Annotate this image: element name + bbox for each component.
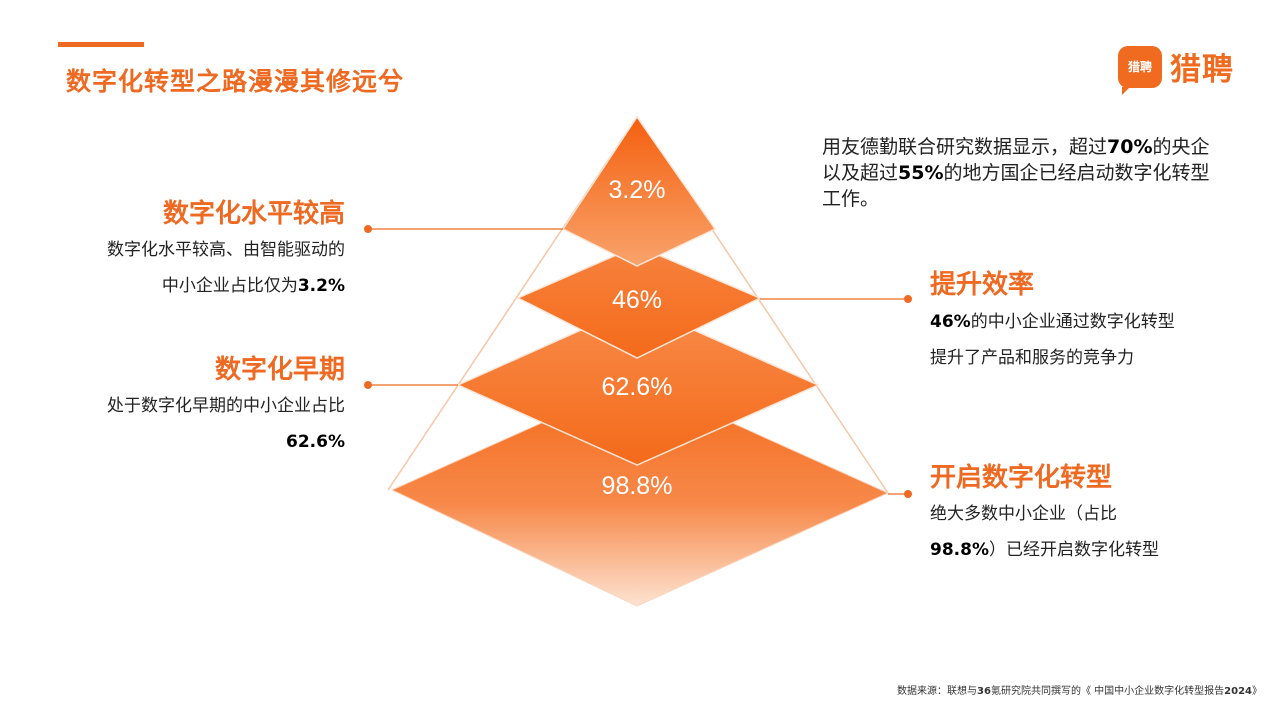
pyramid-tier-1 bbox=[561, 115, 717, 267]
high-level-line-2: 中小企业占比仅为3.2% bbox=[107, 268, 345, 304]
efficiency-value: 46% bbox=[930, 312, 971, 332]
high-level-value: 3.2% bbox=[297, 276, 345, 296]
intro-value-1: 70% bbox=[1107, 136, 1153, 158]
connector-dot-efficiency bbox=[904, 295, 912, 303]
high-level-line-1: 数字化水平较高、由智能驱动的 bbox=[107, 240, 345, 260]
page-title: 数字化转型之路漫漫其修远兮 bbox=[66, 67, 405, 96]
logo-badge-icon: 猎聘 bbox=[1118, 45, 1162, 95]
title-accent-bar bbox=[58, 42, 144, 47]
intro-part-2: 的央企以及超过 bbox=[822, 136, 1210, 184]
early-stage-line-2: 62.6% bbox=[107, 424, 345, 460]
tier-4-label: 98.8% bbox=[602, 472, 673, 500]
high-level-text: 数字化水平较高、由智能驱动的 中小企业占比仅为3.2% bbox=[107, 232, 345, 304]
start-value: 98.8% bbox=[930, 540, 989, 560]
tier-2-label: 46% bbox=[612, 286, 662, 314]
efficiency-line-1-suffix: 的中小企业通过数字化转型 bbox=[970, 312, 1175, 332]
footnote-prefix: 数据来源：联想与 bbox=[897, 686, 978, 697]
tier-3-label: 62.6% bbox=[602, 373, 673, 401]
efficiency-line-1: 46%的中小企业通过数字化转型 bbox=[930, 304, 1175, 340]
efficiency-text: 46%的中小企业通过数字化转型 提升了产品和服务的竞争力 bbox=[930, 304, 1175, 376]
start-text: 绝大多数中小企业（占比 98.8%）已经开启数字化转型 bbox=[930, 496, 1159, 568]
start-line-1: 绝大多数中小企业（占比 bbox=[930, 504, 1117, 524]
footnote-suffix: 》 bbox=[1252, 686, 1262, 697]
early-stage-title: 数字化早期 bbox=[214, 355, 345, 385]
footnote-middle: 氪研究院共同撰写的《 中国中小企业数字化转型报告 bbox=[990, 686, 1225, 697]
efficiency-title: 提升效率 bbox=[930, 270, 1035, 300]
pyramid-tier-3 bbox=[456, 304, 820, 466]
source-footnote: 数据来源：联想与36氪研究院共同撰写的《 中国中小企业数字化转型报告2024》 bbox=[897, 682, 1262, 697]
early-stage-text: 处于数字化早期的中小企业占比 62.6% bbox=[107, 388, 345, 460]
brand-logo: 猎聘 猎聘 bbox=[1118, 44, 1234, 95]
logo-text: 猎聘 bbox=[1170, 52, 1234, 88]
start-line-2-suffix: ）已经开启数字化转型 bbox=[988, 540, 1159, 560]
efficiency-line-2: 提升了产品和服务的竞争力 bbox=[930, 348, 1134, 368]
footnote-bold-2: 2024 bbox=[1224, 686, 1252, 697]
intro-paragraph: 用友德勤联合研究数据显示，超过70%的央企以及超过55%的地方国企已经启动数字化… bbox=[822, 134, 1222, 212]
footnote-bold-1: 36 bbox=[977, 686, 991, 697]
intro-part-1: 用友德勤联合研究数据显示，超过 bbox=[822, 136, 1108, 158]
pyramid-tier-4 bbox=[390, 379, 890, 607]
connector-dot-high-level bbox=[364, 225, 372, 233]
high-level-title: 数字化水平较高 bbox=[162, 199, 345, 229]
tier-1-label: 3.2% bbox=[609, 176, 666, 204]
intro-part-3: 的地方国企已经启动数字化转型工作。 bbox=[822, 162, 1210, 210]
start-line-2: 98.8%）已经开启数字化转型 bbox=[930, 532, 1159, 568]
intro-value-2: 55% bbox=[898, 162, 944, 184]
pyramid-tier-2 bbox=[516, 245, 762, 359]
start-title: 开启数字化转型 bbox=[930, 463, 1113, 493]
early-stage-line-1: 处于数字化早期的中小企业占比 bbox=[107, 396, 345, 416]
connector-dot-early-stage bbox=[364, 381, 372, 389]
connector-dot-start bbox=[904, 490, 912, 498]
high-level-line-2-prefix: 中小企业占比仅为 bbox=[161, 276, 298, 296]
early-stage-value: 62.6% bbox=[286, 432, 345, 452]
